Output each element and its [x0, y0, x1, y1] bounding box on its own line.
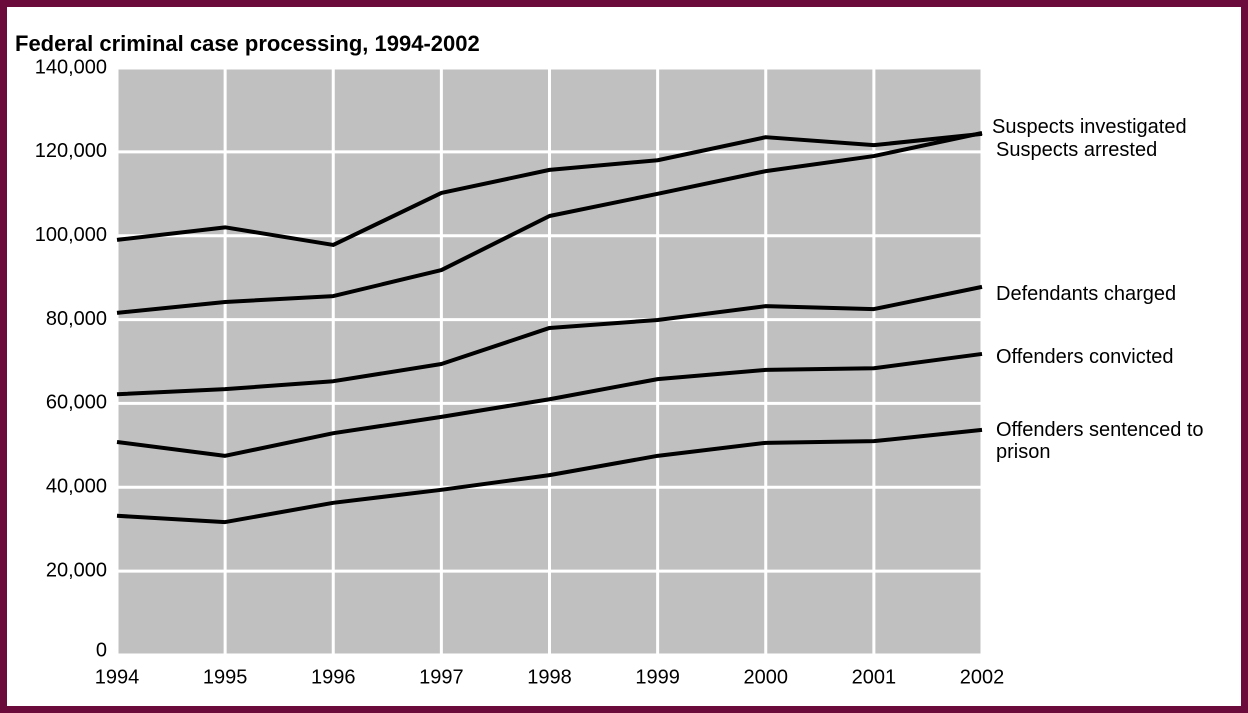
series-label: Suspects arrested [996, 139, 1158, 161]
y-tick-label: 100,000 [35, 224, 107, 246]
y-tick-label: 0 [96, 639, 107, 661]
y-tick-label: 80,000 [46, 308, 107, 330]
x-tick-label: 1999 [635, 666, 680, 688]
x-tick-label: 1994 [95, 666, 140, 688]
series-label: Offenders sentenced to prison [996, 419, 1204, 463]
series-label: Offenders convicted [996, 346, 1174, 368]
x-tick-label: 1995 [203, 666, 248, 688]
y-tick-label: 140,000 [35, 56, 107, 78]
x-tick-label: 2002 [960, 666, 1005, 688]
chart-title: Federal criminal case processing, 1994-2… [15, 31, 480, 56]
y-tick-label: 60,000 [46, 392, 107, 414]
y-tick-label: 20,000 [46, 559, 107, 581]
series-line [116, 131, 983, 247]
series-line [116, 284, 983, 397]
x-tick-label: 2001 [852, 666, 897, 688]
x-tick-label: 1997 [419, 666, 464, 688]
series-line [116, 427, 983, 525]
series-label: Suspects investigated [992, 116, 1187, 138]
series-line [116, 131, 983, 315]
x-tick-label: 1998 [527, 666, 572, 688]
y-tick-label: 120,000 [35, 140, 107, 162]
x-tick-label: 1996 [311, 666, 356, 688]
series-label: Defendants charged [996, 283, 1177, 305]
x-tick-label: 2000 [744, 666, 789, 688]
series-line [116, 351, 983, 458]
y-tick-label: 40,000 [46, 476, 107, 498]
